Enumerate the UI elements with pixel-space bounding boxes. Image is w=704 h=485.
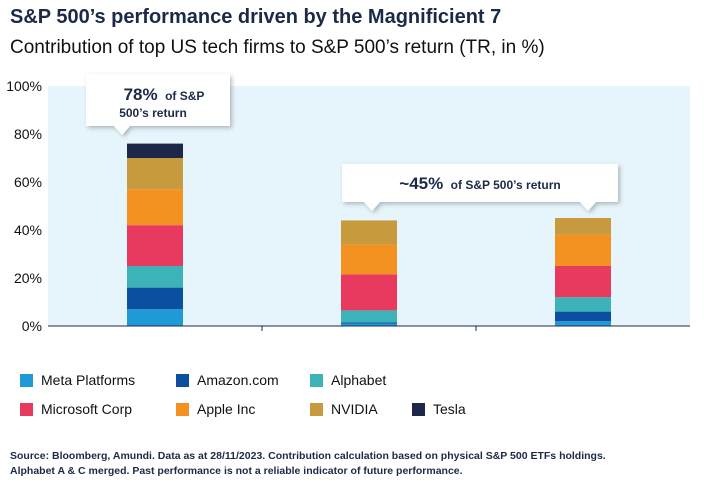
bar-segment-meta-platforms-ytd [127,309,183,326]
legend-item-nvidia: NVIDIA [310,401,378,417]
bar-segment-amazon-com-3y [341,322,397,324]
legend-label-apple: Apple Inc [197,401,256,417]
source-line-1: Source: Bloomberg, Amundi. Data as at 28… [10,450,606,462]
bar-segment-nvidia-ytd [127,158,183,190]
bar-segment-alphabet-ytd [127,266,183,288]
y-tick-label: 80% [14,126,42,142]
annotation-ytd-text: of S&P [165,89,204,103]
legend-swatch-meta [20,373,33,387]
stacked-bar-chart: 0%20%40%60%80%100% YTD3Y5Y 78% of S&P 50… [6,74,690,334]
bar-segment-apple-inc-3y [341,244,397,275]
legend-swatch-microsoft [20,402,33,416]
legend-label-tesla: Tesla [433,401,466,417]
bar-segment-tesla-ytd [127,143,183,158]
legend-item-amazon: Amazon.com [176,372,279,388]
legend-label-amazon: Amazon.com [197,372,279,388]
y-tick-label: 40% [14,222,42,238]
bar-segment-alphabet-3y [341,310,397,323]
legend-item-apple: Apple Inc [176,401,255,417]
chart-subtitle: Contribution of top US tech firms to S&P… [10,37,545,58]
bar-segment-apple-inc-5y [555,234,611,266]
bar-segment-amazon-com-5y [555,311,611,322]
y-tick-label: 20% [14,270,42,286]
annotation-ytd-text2: 500’s return [119,106,187,120]
bar-segment-alphabet-5y [555,297,611,312]
source-line-2: Alphabet A & C merged. Past performance … [10,465,463,477]
bar-segment-microsoft-corp-3y [341,274,397,311]
annotation-ytd-line1: 78% of S&P [124,85,205,104]
source-note: Source: Bloomberg, Amundi. Data as at 28… [10,449,700,479]
annotation-ytd-box [86,74,230,135]
bar-segment-nvidia-5y [555,218,611,235]
bar-segment-meta-platforms-3y [341,323,397,326]
bar-segment-microsoft-corp-5y [555,266,611,298]
legend-label-microsoft: Microsoft Corp [41,401,133,417]
annotation-multi-text: of S&P 500’s return [451,178,561,192]
annotation-multi-box [342,164,618,211]
annotation-multi: ~45% of S&P 500’s return [342,164,618,211]
legend-item-tesla: Tesla [412,401,466,417]
legend-label-alphabet: Alphabet [331,372,387,388]
bar-segment-amazon-com-ytd [127,287,183,310]
annotation-ytd: 78% of S&P 500’s return [86,74,230,135]
annotation-multi-line: ~45% of S&P 500’s return [399,174,560,193]
y-tick-label: 60% [14,174,42,190]
y-tick-label: 100% [6,78,42,94]
bar-segment-microsoft-corp-ytd [127,225,183,266]
legend-swatch-nvidia [310,402,323,416]
annotation-multi-value: ~45% [399,174,443,193]
legend-item-microsoft: Microsoft Corp [20,401,132,417]
legend-item-alphabet: Alphabet [310,372,386,388]
legend-swatch-alphabet [310,373,323,387]
chart-title: S&P 500’s performance driven by the Magn… [10,6,502,28]
legend-label-nvidia: NVIDIA [331,401,378,417]
legend-label-meta: Meta Platforms [41,372,136,388]
bar-segment-apple-inc-ytd [127,189,183,226]
legend-swatch-apple [176,402,189,416]
legend-item-meta: Meta Platforms [20,372,135,388]
legend-swatch-tesla [412,402,425,416]
bar-segment-nvidia-3y [341,220,397,245]
annotation-ytd-value: 78% [124,85,158,104]
legend-swatch-amazon [176,373,189,387]
y-tick-label: 0% [22,318,42,334]
bar-segment-meta-platforms-5y [555,321,611,326]
